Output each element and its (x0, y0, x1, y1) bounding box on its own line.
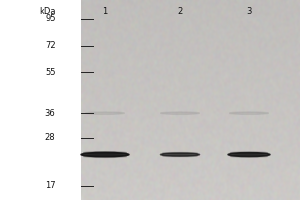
Ellipse shape (230, 152, 268, 154)
Ellipse shape (81, 152, 129, 157)
Text: 3: 3 (246, 7, 252, 16)
Ellipse shape (83, 155, 127, 157)
Ellipse shape (160, 153, 200, 156)
Ellipse shape (228, 153, 270, 157)
Text: 72: 72 (45, 41, 56, 50)
Text: 1: 1 (102, 7, 108, 16)
Text: 17: 17 (45, 182, 56, 190)
Ellipse shape (85, 112, 124, 114)
Text: 36: 36 (45, 109, 56, 118)
Text: 28: 28 (45, 133, 56, 142)
Ellipse shape (230, 155, 268, 157)
Ellipse shape (160, 112, 200, 114)
Ellipse shape (230, 112, 268, 114)
Ellipse shape (163, 155, 198, 157)
Text: kDa: kDa (39, 7, 56, 16)
Ellipse shape (83, 152, 127, 154)
Text: 55: 55 (45, 68, 56, 77)
Text: 95: 95 (45, 14, 56, 23)
Text: 2: 2 (177, 7, 183, 16)
Ellipse shape (163, 152, 198, 154)
